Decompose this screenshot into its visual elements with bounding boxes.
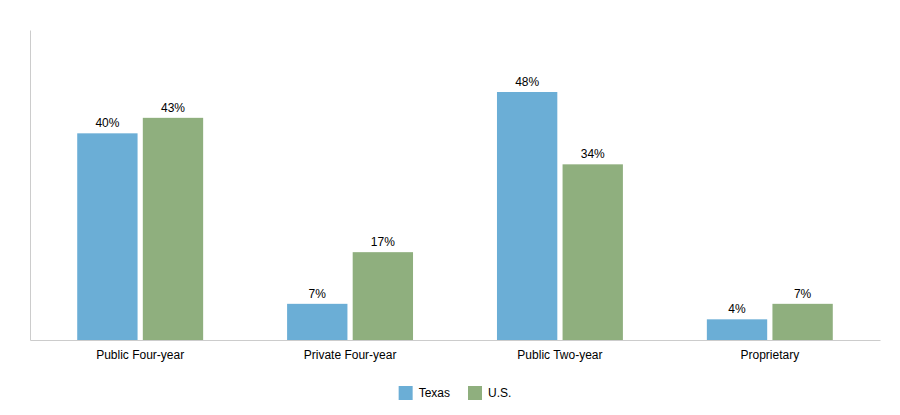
legend-swatch [468,386,482,400]
legend: Texas U.S. [399,386,512,400]
series [143,118,833,340]
chart: Public Four-year Private Four-year Public … [0,0,900,415]
bar [772,304,832,340]
bar [563,164,623,340]
bars [77,92,833,340]
data-label: 34% [581,147,605,161]
x-tick-label: Public Two-year [517,348,602,362]
x-tick-label: Proprietary [740,348,799,362]
data-label: 48% [515,75,539,89]
bar [287,304,347,340]
bar [497,92,557,340]
y-axis-line [30,31,31,341]
data-label: 17% [371,235,395,249]
legend-swatch [399,386,413,400]
x-tick: Public Four-year [96,348,184,362]
legend-item: U.S. [468,386,511,400]
legend-item: Texas [399,386,450,400]
x-tick: Public Two-year [517,348,602,362]
x-axis: Public Four-year Private Four-year Public … [31,341,881,362]
data-label: 7% [794,287,812,301]
data-label: 4% [728,302,746,316]
x-tick: Private Four-year [304,348,397,362]
x-axis-line [31,340,881,341]
bar [77,133,137,340]
legend-label: Texas [419,386,450,400]
bar [707,319,767,340]
bar [353,252,413,340]
series [77,92,767,340]
x-tick: Proprietary [740,348,799,362]
y-axis [30,31,31,341]
legend-label: U.S. [488,386,511,400]
x-tick-label: Private Four-year [304,348,397,362]
data-label: 40% [95,116,119,130]
bar [143,118,203,340]
data-label: 43% [161,101,185,115]
data-label: 7% [309,287,327,301]
data-labels: 40% 7% 48% 4% 43% 17% 34% 7% [95,75,811,316]
plot: Public Four-year Private Four-year Public … [31,31,881,362]
x-tick-label: Public Four-year [96,348,184,362]
